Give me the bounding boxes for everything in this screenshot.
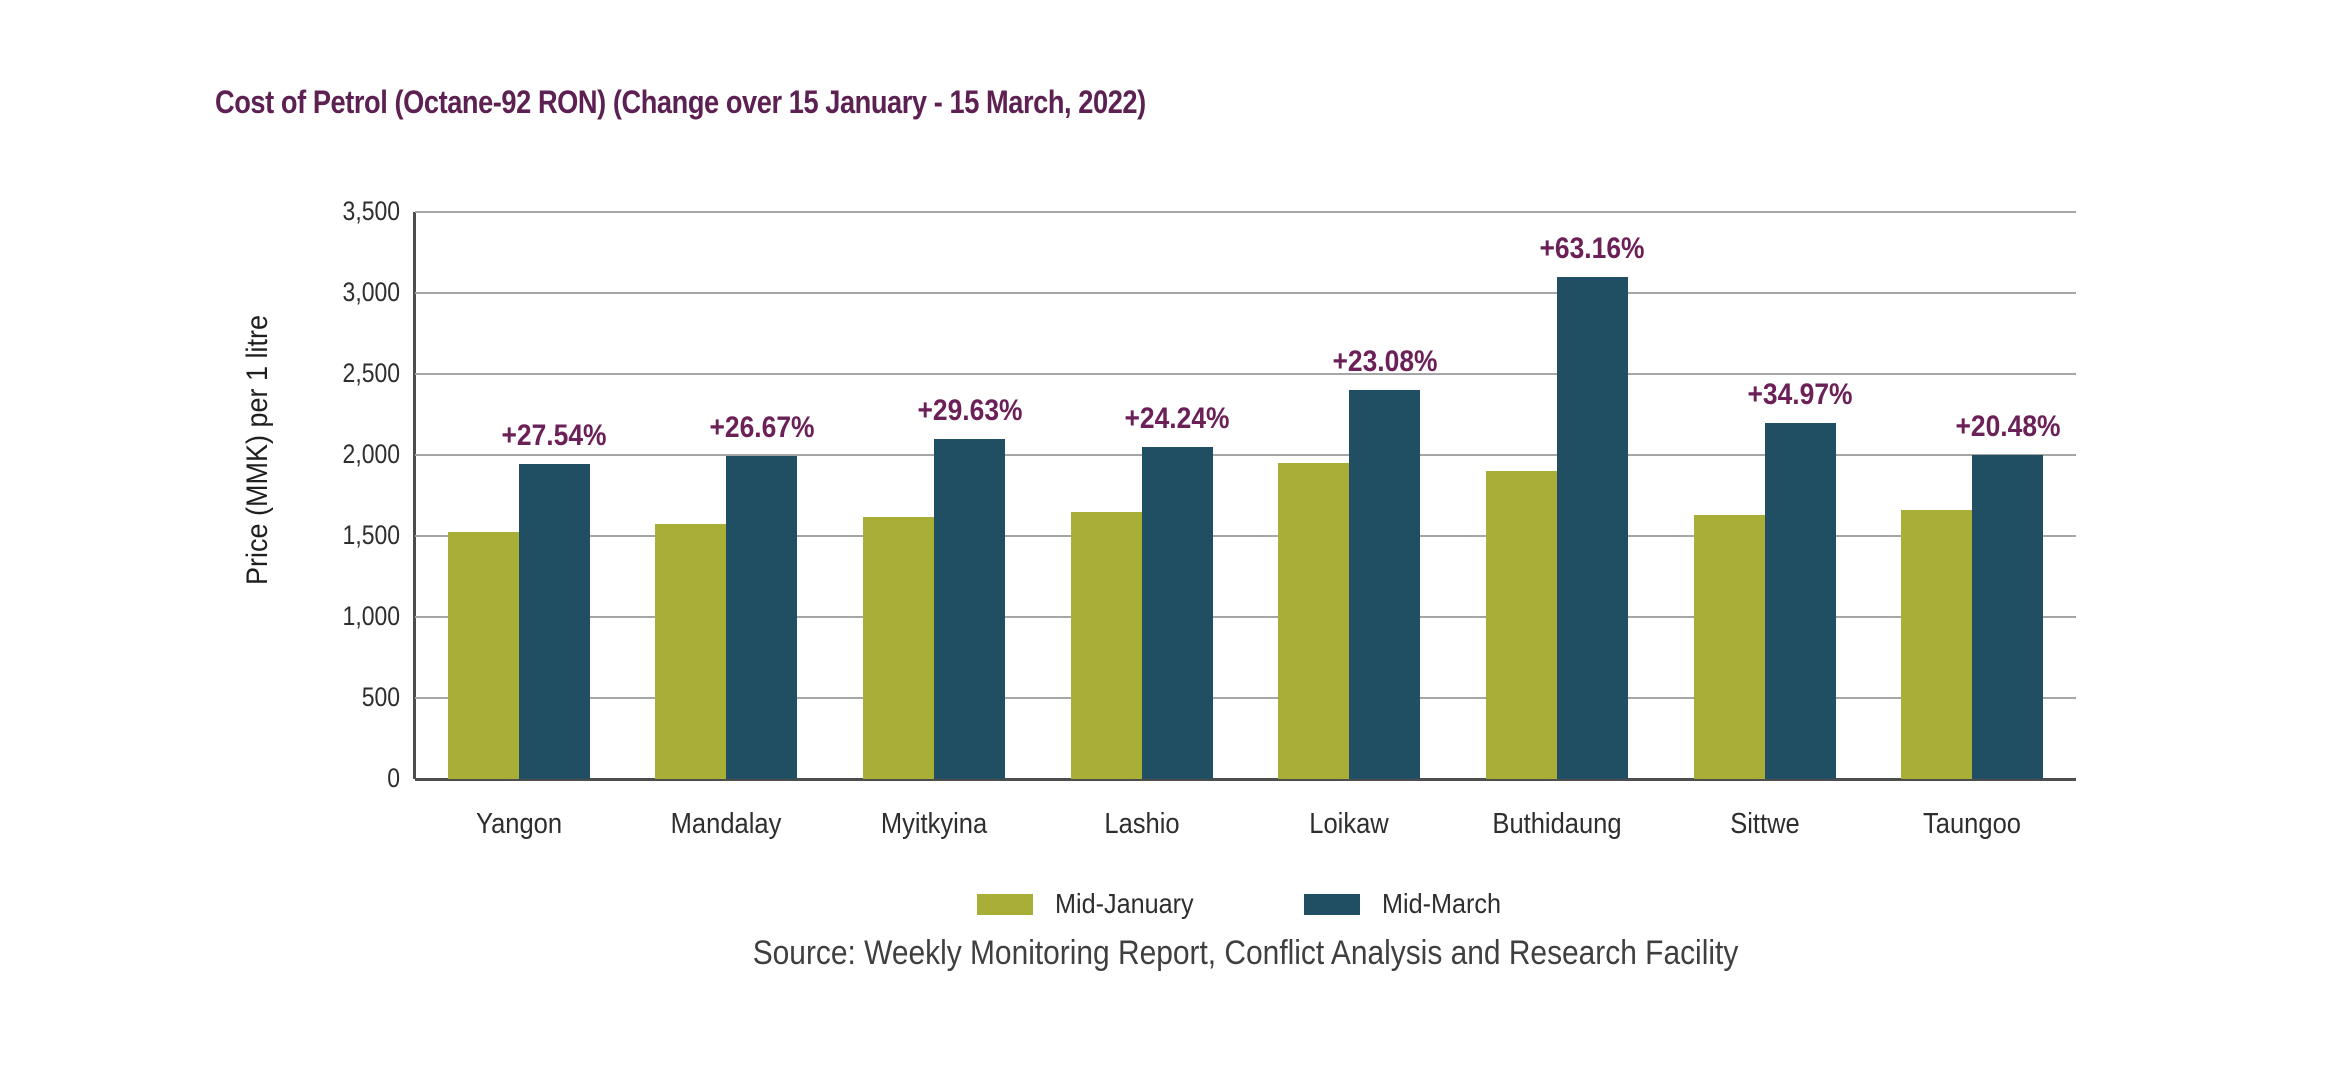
y-tick-label-3500: 3,500 [342,196,400,226]
gridline-0 [415,778,2076,781]
y-tick-label-500: 500 [361,682,400,712]
x-axis-label-loikaw: Loikaw [1309,808,1390,840]
source-attribution: Source: Weekly Monitoring Report, Confli… [752,934,1739,972]
legend-item-mid-january: Mid-January [976,888,1209,920]
x-axis-label-yangon: Yangon [475,808,562,840]
x-axis-label-taungoo: Taungoo [1923,808,2022,840]
y-tick-label-1000: 1,000 [342,601,400,631]
legend-label: Mid-January [1054,888,1194,919]
bar-mid-january-yangon [447,531,519,779]
bar-mid-january-lashio [1070,511,1142,779]
change-label-mandalay: +26.67% [709,410,815,444]
bar-mid-march-buthidaung [1556,276,1628,779]
gridline-2000 [415,454,2076,456]
change-label-myitkyina: +29.63% [917,393,1023,427]
chart-title: Cost of Petrol (Octane-92 RON) (Change o… [215,84,1146,120]
y-axis-title: Price (MMK) per 1 litre [241,314,274,586]
change-label-yangon: +27.54% [501,418,607,452]
bar-mid-march-sittwe [1764,422,1836,779]
gridline-3500 [415,211,2076,213]
bar-mid-january-sittwe [1693,514,1765,779]
legend-label: Mid-March [1381,888,1501,919]
y-axis-line [413,212,416,779]
bar-mid-january-myitkyina [863,516,935,779]
plot-area [413,211,2076,781]
bar-mid-january-loikaw [1278,463,1350,779]
change-label-loikaw: +23.08% [1332,345,1438,379]
change-label-sittwe: +34.97% [1747,377,1853,411]
mid-march-swatch [1303,893,1360,915]
y-tick-label-3000: 3,000 [342,277,400,307]
change-label-taungoo: +20.48% [1955,410,2061,443]
bar-mid-march-mandalay [726,455,798,779]
bar-mid-march-yangon [518,463,590,779]
mid-january-swatch [976,893,1033,915]
bar-mid-march-taungoo [1972,455,2044,779]
change-label-lashio: +24.24% [1124,401,1230,435]
bar-mid-january-buthidaung [1485,471,1557,779]
bar-mid-march-lashio [1141,446,1213,779]
y-tick-label-2000: 2,000 [342,439,400,469]
gridline-1500 [415,535,2076,537]
x-axis-label-myitkyina: Myitkyina [880,808,988,840]
legend: Mid-January Mid-March [415,884,2076,924]
bar-mid-march-myitkyina [934,438,1006,779]
gridline-1000 [415,616,2076,618]
y-tick-label-0: 0 [387,763,400,793]
x-axis-label-buthidaung: Buthidaung [1492,808,1622,840]
legend-item-mid-march: Mid-March [1303,888,1514,920]
y-tick-label-2500: 2,500 [342,358,400,388]
bar-mid-march-loikaw [1349,390,1421,779]
x-axis-label-sittwe: Sittwe [1729,808,1800,840]
y-tick-label-1500: 1,500 [342,520,400,550]
x-axis-label-lashio: Lashio [1104,808,1180,840]
gridline-2500 [415,373,2076,375]
x-axis-label-mandalay: Mandalay [671,808,782,840]
bar-mid-january-taungoo [1901,510,1973,779]
change-label-buthidaung: +63.16% [1539,231,1645,265]
gridline-3000 [415,292,2076,294]
gridline-500 [415,697,2076,699]
bar-mid-january-mandalay [655,523,727,779]
